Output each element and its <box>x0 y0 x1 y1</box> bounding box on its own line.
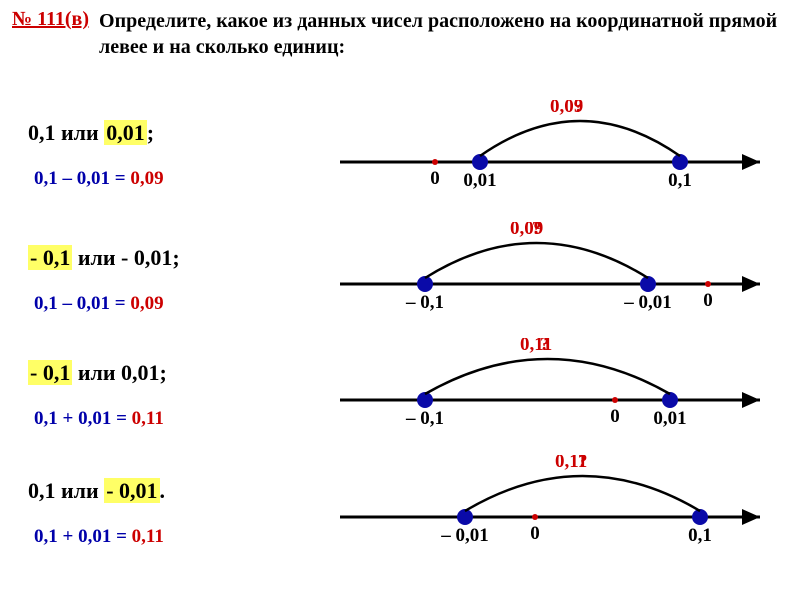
question-part: - 0,1 <box>28 360 72 385</box>
svg-text:0: 0 <box>703 290 713 311</box>
question-part: . <box>160 478 166 503</box>
question-part: 0,01; <box>121 360 167 385</box>
question-part: или <box>72 245 121 270</box>
calc-rhs: 0,11 <box>132 526 164 547</box>
svg-text:?: ? <box>574 100 584 117</box>
svg-text:0,1: 0,1 <box>668 170 692 190</box>
calc-lhs: 0,1 + 0,01 = <box>34 526 132 547</box>
svg-text:?: ? <box>540 338 550 355</box>
calculation-0: 0,1 – 0,01 = 0,09 <box>34 168 164 190</box>
question-2: - 0,1 или 0,01; <box>28 360 167 386</box>
question-3: 0,1 или - 0,01. <box>28 478 165 504</box>
question-part: ; <box>147 120 154 145</box>
question-part: - 0,01; <box>121 245 180 270</box>
question-part: - 0,1 <box>28 245 72 270</box>
problem-text: Определите, какое из данных чисел распол… <box>99 8 788 60</box>
question-part: или <box>56 120 105 145</box>
problem-header: № 111(в) Определите, какое из данных чис… <box>0 0 800 60</box>
question-part: - 0,01 <box>104 478 159 503</box>
question-part: 0,1 или <box>28 478 104 503</box>
calculation-2: 0,1 + 0,01 = 0,11 <box>34 408 164 430</box>
svg-text:0: 0 <box>430 168 440 189</box>
svg-text:0: 0 <box>530 523 540 544</box>
problem-number: № 111(в) <box>12 8 89 31</box>
number-line-diagram: 0– 0,1– 0,010,09? <box>340 222 770 312</box>
number-line-diagram: 00,010,10,09? <box>340 100 770 190</box>
svg-text:0,01: 0,01 <box>463 170 496 190</box>
svg-text:0,1: 0,1 <box>688 525 712 545</box>
svg-text:0,01: 0,01 <box>653 408 686 428</box>
question-0: 0,1 или 0,01; <box>28 120 154 146</box>
calc-lhs: 0,1 – 0,01 = <box>34 168 130 189</box>
number-line-diagram: 0– 0,10,010,11? <box>340 338 770 428</box>
number-line-diagram: 0– 0,010,10,11? <box>340 455 770 545</box>
calc-rhs: 0,11 <box>132 408 164 429</box>
svg-text:?: ? <box>578 455 588 472</box>
question-part: или <box>72 360 121 385</box>
calc-lhs: 0,1 + 0,01 = <box>34 408 132 429</box>
svg-text:?: ? <box>532 222 542 239</box>
svg-text:– 0,1: – 0,1 <box>405 408 444 428</box>
svg-text:– 0,01: – 0,01 <box>623 292 672 312</box>
svg-text:– 0,1: – 0,1 <box>405 292 444 312</box>
question-part: 0,1 <box>28 120 56 145</box>
calculation-1: 0,1 – 0,01 = 0,09 <box>34 293 164 315</box>
calc-rhs: 0,09 <box>130 293 163 314</box>
question-part: 0,01 <box>104 120 147 145</box>
svg-text:– 0,01: – 0,01 <box>440 525 489 545</box>
question-1: - 0,1 или - 0,01; <box>28 245 180 271</box>
calculation-3: 0,1 + 0,01 = 0,11 <box>34 526 164 548</box>
calc-rhs: 0,09 <box>130 168 163 189</box>
svg-text:0: 0 <box>610 406 620 427</box>
calc-lhs: 0,1 – 0,01 = <box>34 293 130 314</box>
